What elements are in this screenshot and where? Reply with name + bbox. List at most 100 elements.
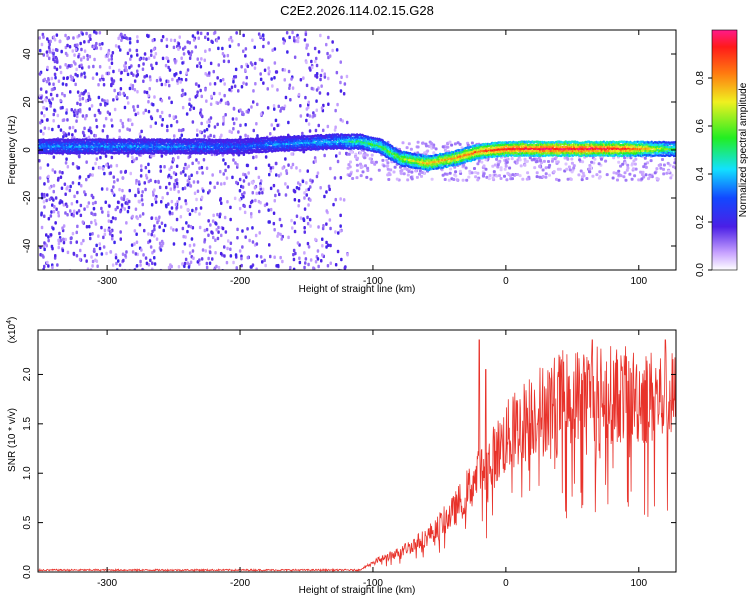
spectrogram-noise-cell bbox=[312, 111, 315, 115]
spectrogram-noise-cell bbox=[159, 78, 162, 82]
spectrogram-noise-cell bbox=[226, 200, 229, 204]
spectrogram-noise-cell bbox=[130, 54, 133, 58]
spectrogram-noise-cell bbox=[628, 172, 632, 176]
spectrogram-noise-cell bbox=[539, 159, 543, 163]
spectrogram-noise-cell bbox=[643, 156, 647, 160]
spectrogram-noise-cell bbox=[182, 169, 185, 174]
spectrogram-noise-cell bbox=[544, 166, 548, 170]
spectrogram-noise-cell bbox=[91, 76, 95, 80]
spectrogram-noise-cell bbox=[201, 171, 204, 175]
spectrogram-noise-cell bbox=[285, 31, 289, 35]
spectrogram-noise-cell bbox=[302, 217, 305, 221]
spectrogram-noise-cell bbox=[355, 169, 359, 173]
spectrogram-noise-cell bbox=[253, 66, 257, 70]
spectrogram-noise-cell bbox=[53, 65, 56, 70]
spectrogram-noise-cell bbox=[222, 117, 225, 121]
spectrogram-noise-cell bbox=[199, 113, 203, 117]
spectrogram-noise-cell bbox=[567, 165, 571, 169]
spectrogram-noise-cell bbox=[160, 38, 163, 43]
spectrogram-noise-cell bbox=[582, 174, 586, 178]
spectrogram-noise-cell bbox=[97, 234, 100, 238]
spectrogram-noise-cell bbox=[116, 178, 119, 182]
spectrogram-noise-cell bbox=[232, 106, 236, 111]
spectrogram-noise-cell bbox=[66, 43, 69, 48]
spectrogram-noise-cell bbox=[51, 127, 54, 132]
spectrogram-noise-cell bbox=[167, 59, 170, 63]
spectrogram-noise-cell bbox=[53, 205, 56, 209]
spectrogram-noise-cell bbox=[410, 177, 414, 181]
spectrogram-noise-cell bbox=[182, 52, 186, 56]
spectrogram-noise-cell bbox=[339, 118, 342, 122]
spectrogram-noise-cell bbox=[104, 154, 108, 158]
spectrogram-noise-cell bbox=[296, 241, 300, 245]
spectrogram-noise-cell bbox=[48, 56, 51, 61]
spectrogram-noise-cell bbox=[66, 76, 69, 80]
spectrogram-noise-cell bbox=[251, 38, 254, 42]
spectrogram-noise-cell bbox=[125, 68, 128, 73]
spectrogram-noise-cell bbox=[402, 172, 406, 176]
spectrogram-noise-cell bbox=[359, 174, 363, 178]
spectrogram-noise-cell bbox=[233, 196, 237, 201]
spectrogram-noise-cell bbox=[174, 115, 178, 119]
spectrogram-noise-cell bbox=[148, 87, 151, 91]
spectrogram-noise-cell bbox=[213, 185, 216, 190]
spectrogram-noise-cell bbox=[456, 141, 460, 145]
spectrogram-noise-cell bbox=[60, 200, 64, 204]
spectrogram-noise-cell bbox=[57, 124, 60, 129]
spectrogram-noise-cell bbox=[341, 119, 344, 123]
spectrogram-noise-cell bbox=[477, 159, 481, 163]
spectrogram-noise-cell bbox=[223, 245, 226, 249]
spectrogram-noise-cell bbox=[147, 162, 150, 167]
spectrogram-noise-cell bbox=[170, 264, 173, 269]
spectrogram-noise-cell bbox=[129, 118, 132, 122]
spectrogram-noise-cell bbox=[136, 104, 140, 109]
spectrogram-noise-cell bbox=[57, 214, 60, 218]
spectrogram-noise-cell bbox=[332, 202, 335, 207]
spectrogram-noise-cell bbox=[234, 67, 238, 72]
spectrogram-noise-cell bbox=[229, 35, 233, 40]
spectrogram-noise-cell bbox=[108, 204, 111, 208]
spectrogram-noise-cell bbox=[121, 188, 124, 193]
spectrogram-noise-cell bbox=[473, 167, 476, 170]
spectrogram-noise-cell bbox=[312, 266, 315, 270]
spectrogram-noise-cell bbox=[347, 163, 351, 167]
spectrogram-noise-cell bbox=[270, 123, 273, 127]
spectrogram-noise-cell bbox=[112, 69, 115, 74]
spectrogram-noise-cell bbox=[140, 129, 143, 134]
spectrogram-noise-cell bbox=[314, 128, 318, 133]
spectrogram-noise-cell bbox=[276, 234, 279, 238]
spectrogram-noise-cell bbox=[616, 178, 619, 182]
spectrogram-noise-cell bbox=[81, 32, 84, 36]
spectrogram-noise-cell bbox=[209, 181, 212, 185]
spectrogram-noise-cell bbox=[182, 234, 185, 239]
spectrogram-noise-cell bbox=[325, 222, 328, 226]
spectrogram-noise-cell bbox=[49, 233, 53, 237]
spectrogram-noise-cell bbox=[453, 142, 457, 146]
spectrogram-noise-cell bbox=[83, 207, 86, 211]
spectrogram-noise-cell bbox=[399, 165, 402, 169]
spectrogram-noise-cell bbox=[52, 54, 55, 59]
spectrogram-noise-cell bbox=[186, 208, 189, 212]
spectrogram-noise-cell bbox=[170, 165, 173, 169]
spectrogram-noise-cell bbox=[139, 174, 143, 178]
spectrogram-noise-cell bbox=[370, 160, 374, 164]
spectrogram-noise-cell bbox=[275, 173, 278, 177]
spectrogram-noise-cell bbox=[265, 202, 269, 206]
spectrogram-noise-cell bbox=[240, 263, 243, 268]
spectrogram-noise-cell bbox=[94, 43, 97, 48]
spectrogram-noise-cell bbox=[90, 193, 94, 198]
spectrogram-noise-cell bbox=[617, 160, 621, 164]
spectrogram-noise-cell bbox=[118, 68, 121, 73]
spectrogram-noise-cell bbox=[250, 180, 254, 184]
spectrogram-noise-cell bbox=[219, 212, 222, 216]
spectrogram-noise-cell bbox=[107, 51, 110, 55]
spectrogram-noise-cell bbox=[61, 171, 64, 175]
spectrogram-noise-cell bbox=[328, 218, 332, 222]
spectrogram-noise-cell bbox=[279, 255, 282, 260]
spectrogram-noise-cell bbox=[178, 35, 181, 39]
spectrogram-noise-cell bbox=[311, 65, 314, 70]
spectrogram-noise-cell bbox=[61, 248, 65, 253]
spectrogram-noise-cell bbox=[138, 132, 142, 136]
spectrogram-noise-cell bbox=[518, 174, 522, 178]
spectrogram-noise-cell bbox=[273, 255, 276, 259]
